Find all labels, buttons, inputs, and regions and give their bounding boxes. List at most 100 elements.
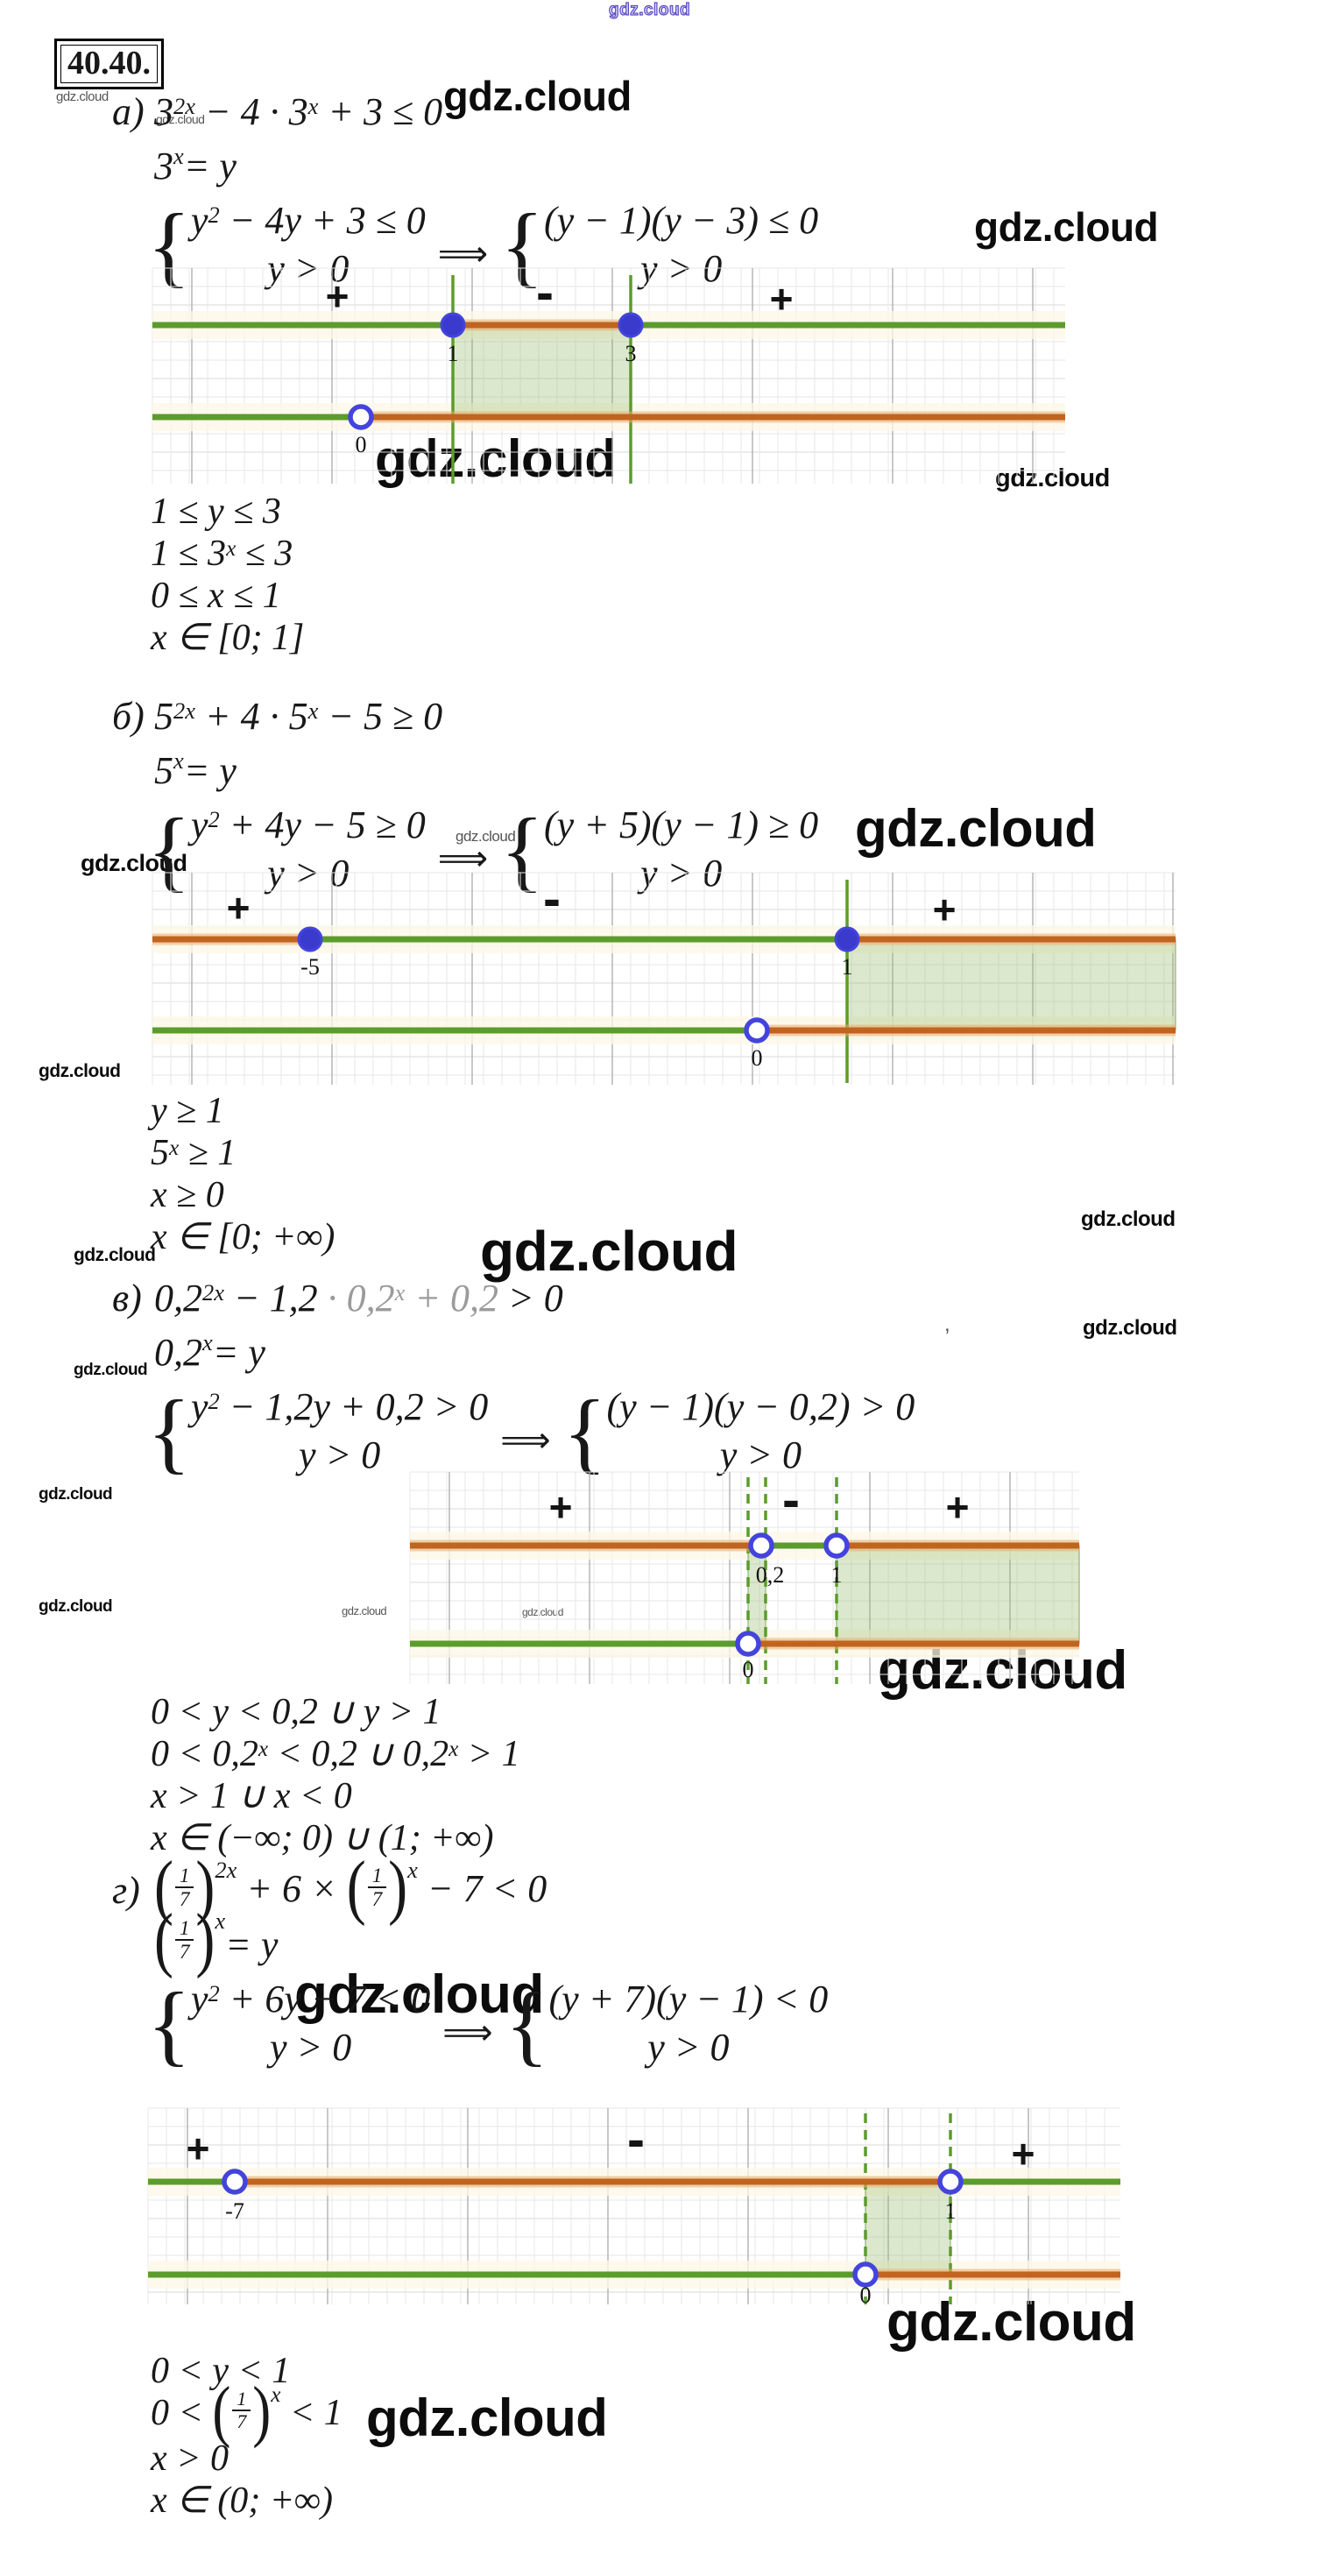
watermark: gdz.cloud: [974, 204, 1159, 250]
system-factored: { (y + 7)(y − 1) < 0 y > 0: [505, 1975, 829, 2071]
watermark: gdz.cloud: [294, 1964, 544, 2025]
point-label: 0: [752, 1045, 763, 1071]
left-brace: {: [147, 800, 191, 902]
watermark: gdz.cloud: [443, 73, 632, 119]
interval-signs: + - +: [227, 869, 957, 932]
interval-signs: + - +: [187, 2110, 1035, 2176]
root-points: -5 1 0: [297, 926, 860, 1071]
sign-label: -: [627, 2110, 645, 2169]
system-line-1: (y − 1)(y − 3) ≤ 0: [543, 199, 819, 242]
grid: [152, 267, 1065, 484]
watermark: gdz.cloud: [81, 850, 187, 876]
left-brace: {: [500, 800, 544, 902]
watermark: gdz.cloud: [56, 89, 109, 104]
point-label: 1: [842, 954, 853, 980]
watermark: gdz.cloud: [480, 1220, 738, 1283]
part-equation: 52x + 4 · 5x − 5 ≥ 0: [154, 694, 443, 738]
conclusion-line: y ≥ 1: [151, 1091, 224, 1131]
system-factored: { (y − 1)(y − 0,2) > 0 y > 0: [563, 1383, 915, 1479]
conclusion-line: x ∈ [0; 1]: [151, 618, 305, 658]
conclusion-line: x ∈ [0; +∞): [151, 1217, 336, 1257]
point-label: 0: [356, 432, 367, 457]
conclusion-line: 0 < 0,2x < 0,2 ∪ 0,2x > 1: [151, 1734, 520, 1774]
implies-arrow: ⟹: [500, 1420, 551, 1461]
solution-shading: [865, 2181, 951, 2275]
part-equation: (1 7) 2x + 6 × (1 7) x − 7 < 0: [154, 1847, 547, 1928]
conclusion-line: 1 ≤ 3x ≤ 3: [151, 534, 293, 574]
left-brace: {: [147, 1382, 191, 1483]
sign-label: +: [770, 276, 794, 322]
watermark: gdz.cloud: [995, 464, 1110, 492]
sign-label: +: [549, 1484, 573, 1530]
solution-shading: [747, 1545, 1080, 1645]
root-points: 0,2 1 0: [735, 1532, 850, 1682]
point-label: 3: [625, 341, 637, 366]
sign-label: +: [1012, 2131, 1035, 2176]
sign-label: +: [326, 273, 350, 319]
equation-row: в) 0,22x − 1,2 · 0,2x + 0,2 > 0: [112, 1272, 915, 1325]
point-label: 1: [448, 341, 459, 366]
conclusion-line: 0 ≤ x ≤ 1: [151, 576, 281, 616]
point-label: 1: [945, 2198, 957, 2224]
fraction: (1 7): [212, 2372, 272, 2450]
substitution-equation: (1 7) x = y: [154, 1899, 279, 1979]
number-line-diagram-4: -7 1 0 + - +: [147, 2107, 1120, 2308]
system-original: { y2 + 6y − 7 < 0 y > 0: [147, 1975, 430, 2071]
conclusion-line: x ∈ (0; +∞): [151, 2480, 333, 2521]
system-original: { y2 − 1,2y + 0,2 > 0 y > 0: [147, 1383, 488, 1479]
watermark: gdz.cloud: [886, 2292, 1136, 2353]
watermark: gdz.cloud: [375, 429, 617, 488]
watermark: gdz.cloud: [342, 1604, 387, 1617]
watermark: gdz.cloud: [39, 1485, 113, 1504]
number-line-diagram-1: 1 3 0 + - +: [152, 263, 1065, 484]
sign-label: -: [782, 1470, 800, 1529]
substitution-equation: 0,2 x = y: [154, 1329, 265, 1374]
watermark: gdz.cloud: [39, 1061, 121, 1081]
solution-part: в) 0,22x − 1,2 · 0,2x + 0,2 > 0 0,2 x = y…: [112, 1272, 915, 1479]
implies-arrow: ⟹: [437, 234, 489, 274]
number-lines: [152, 319, 1065, 423]
number-lines: [152, 933, 1176, 1037]
sign-label: +: [933, 887, 957, 932]
equation-row: а) 32x − 4 · 3x + 3 ≤ 0: [112, 86, 818, 138]
system-line-1: y2 − 1,2y + 0,2 > 0: [190, 1385, 489, 1428]
watermark: gdz.cloud: [39, 1597, 113, 1616]
number-lines: [148, 2176, 1120, 2281]
fraction: (1 7): [154, 1899, 215, 1979]
solution-part: г) (1 7) 2x + 6 × (1 7) x − 7 < 0 (1 7) x = y …: [112, 1847, 828, 2071]
point-label: 1: [831, 1562, 843, 1588]
system-line-1: (y + 7)(y − 1) < 0: [548, 1978, 829, 2020]
conclusion-line: x ≥ 0: [151, 1175, 224, 1215]
system-line-2: y > 0: [298, 1433, 381, 1476]
watermark: gdz.cloud: [74, 1245, 156, 1265]
watermark: gdz.cloud: [1081, 1207, 1176, 1231]
watermark: gdz.cloud: [74, 1361, 148, 1379]
sign-label: +: [187, 2126, 210, 2171]
equation-row: г) (1 7) 2x + 6 × (1 7) x − 7 < 0: [112, 1847, 828, 1928]
part-label: а): [112, 89, 145, 133]
number-line-diagram-2: -5 1 0 + - +: [152, 869, 1176, 1085]
conclusion-line: x ∈ (−∞; 0) ∪ (1; +∞): [151, 1818, 494, 1858]
watermark: gdz.cloud: [855, 799, 1097, 858]
system-line-1: y2 + 4y − 5 ≥ 0: [190, 803, 426, 846]
sign-label: -: [536, 263, 554, 322]
interval-signs: + - +: [326, 263, 794, 322]
left-brace: {: [147, 1974, 191, 2076]
sign-label: -: [543, 869, 561, 928]
implies-arrow: ⟹: [437, 839, 489, 879]
conclusion-line: 0 < y < 0,2 ∪ y > 1: [151, 1692, 441, 1732]
watermark: gdz.cloud: [608, 1, 691, 19]
part-equation: 32x − 4 · 3x + 3 ≤ 0: [154, 89, 443, 133]
system-line-2: y > 0: [719, 1433, 802, 1476]
root-points: -7 1 0: [222, 2169, 964, 2308]
point-label: 0: [743, 1657, 754, 1682]
sign-label: +: [946, 1484, 970, 1530]
boundary-verticals: [451, 275, 632, 484]
system-row: { y2 + 6y − 7 < 0 y > 0 ⟹ { (y + 7)(y − …: [147, 1975, 828, 2071]
